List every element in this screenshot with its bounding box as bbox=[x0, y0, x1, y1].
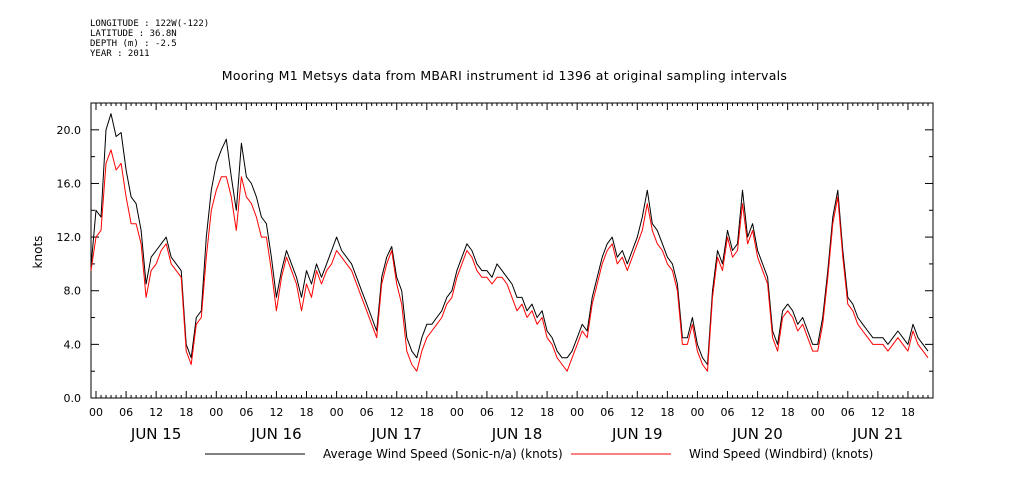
x-tick-label: 12 bbox=[269, 406, 283, 419]
day-label: JUN 18 bbox=[491, 425, 542, 443]
legend: Average Wind Speed (Sonic-n/a) (knots) W… bbox=[205, 447, 873, 461]
x-tick-label: 18 bbox=[300, 406, 314, 419]
plot-frame bbox=[90, 102, 934, 399]
x-tick-label: 00 bbox=[330, 406, 344, 419]
legend-entry-sonic: Average Wind Speed (Sonic-n/a) (knots) bbox=[323, 447, 563, 461]
latitude-label: LATITUDE : 36.8N bbox=[90, 29, 177, 39]
x-tick-label: 06 bbox=[721, 406, 735, 419]
x-tick-label: 12 bbox=[871, 406, 885, 419]
y-tick-label: 8.0 bbox=[64, 285, 82, 298]
x-tick-label: 18 bbox=[660, 406, 674, 419]
x-tick-label: 00 bbox=[209, 406, 223, 419]
legend-entry-windbird: Wind Speed (Windbird) (knots) bbox=[689, 447, 873, 461]
series-layer bbox=[90, 113, 929, 372]
x-tick-label: 12 bbox=[630, 406, 644, 419]
year-label: YEAR : 2011 bbox=[90, 49, 150, 59]
y-tick-label: 0.0 bbox=[64, 392, 82, 405]
x-tick-label: 00 bbox=[89, 406, 103, 419]
x-tick-label: 06 bbox=[600, 406, 614, 419]
chart-title: Mooring M1 Metsys data from MBARI instru… bbox=[221, 68, 788, 83]
y-tick-label: 12.0 bbox=[57, 231, 82, 244]
series-line-sonic bbox=[90, 113, 929, 365]
depth-label: DEPTH (m) : -2.5 bbox=[90, 39, 177, 49]
x-tick-label: 06 bbox=[360, 406, 374, 419]
x-tick-label: 00 bbox=[570, 406, 584, 419]
x-tick-label: 18 bbox=[420, 406, 434, 419]
plot-axes: 00 06 12 18 JUN 15 00 06 12 18 JUN 16 00 06 12 18 JUN … bbox=[57, 102, 934, 443]
longitude-label: LONGITUDE : 122W(-122) bbox=[90, 19, 210, 29]
x-tick-label: 12 bbox=[751, 406, 765, 419]
x-tick-label: 00 bbox=[690, 406, 704, 419]
y-tick-label: 4.0 bbox=[64, 338, 82, 351]
day-label: JUN 16 bbox=[250, 425, 301, 443]
x-tick-label: 06 bbox=[480, 406, 494, 419]
day-label: JUN 15 bbox=[130, 425, 181, 443]
metadata-block: LONGITUDE : 122W(-122) LATITUDE : 36.8N … bbox=[90, 19, 209, 59]
day-label: JUN 17 bbox=[370, 425, 421, 443]
day-label: JUN 19 bbox=[611, 425, 662, 443]
x-tick-label: 12 bbox=[149, 406, 163, 419]
x-tick-label: 00 bbox=[450, 406, 464, 419]
x-tick-label: 18 bbox=[901, 406, 915, 419]
y-axis-label: knots bbox=[31, 236, 45, 269]
day-label: JUN 21 bbox=[852, 425, 903, 443]
x-tick-label: 00 bbox=[811, 406, 825, 419]
x-tick-label: 18 bbox=[540, 406, 554, 419]
y-tick-label: 20.0 bbox=[57, 124, 82, 137]
x-tick-label: 06 bbox=[239, 406, 253, 419]
day-label: JUN 20 bbox=[731, 425, 782, 443]
x-tick-label: 06 bbox=[119, 406, 133, 419]
series-line-windbird bbox=[90, 149, 929, 372]
x-tick-label: 06 bbox=[841, 406, 855, 419]
x-tick-label: 12 bbox=[390, 406, 404, 419]
x-tick-label: 18 bbox=[179, 406, 193, 419]
y-tick-label: 16.0 bbox=[57, 177, 82, 190]
x-tick-label: 18 bbox=[781, 406, 795, 419]
x-tick-label: 12 bbox=[510, 406, 524, 419]
